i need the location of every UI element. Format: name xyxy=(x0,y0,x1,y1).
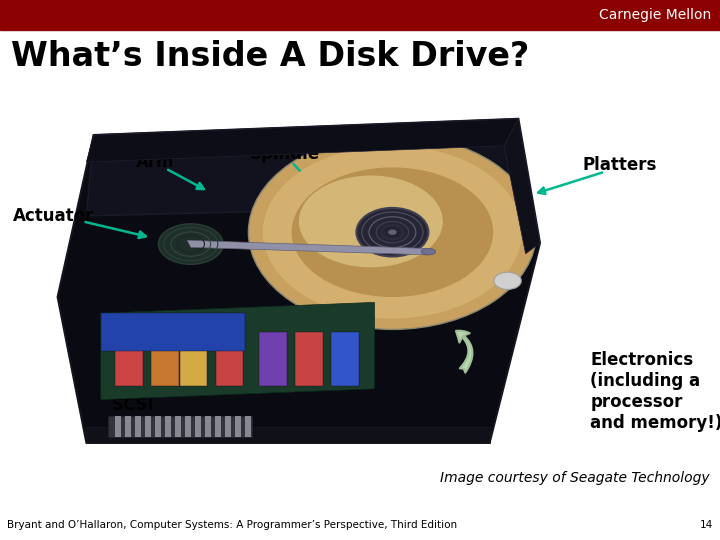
Polygon shape xyxy=(86,119,518,162)
Bar xyxy=(331,332,359,386)
Ellipse shape xyxy=(421,248,436,255)
Ellipse shape xyxy=(388,230,397,235)
Bar xyxy=(125,416,131,437)
Polygon shape xyxy=(86,119,518,216)
Ellipse shape xyxy=(248,135,536,329)
Ellipse shape xyxy=(263,146,522,319)
Bar xyxy=(175,416,181,437)
Ellipse shape xyxy=(292,167,493,297)
Bar xyxy=(245,416,251,437)
Bar xyxy=(155,416,161,437)
Bar xyxy=(115,332,143,386)
Bar xyxy=(145,416,151,437)
Bar xyxy=(0,0,720,30)
Polygon shape xyxy=(187,240,428,255)
Polygon shape xyxy=(86,427,490,443)
Text: Image courtesy of Seagate Technology: Image courtesy of Seagate Technology xyxy=(440,471,709,485)
Text: Platters: Platters xyxy=(582,156,657,174)
Ellipse shape xyxy=(299,176,443,267)
Ellipse shape xyxy=(158,224,223,264)
FancyArrowPatch shape xyxy=(456,330,472,373)
Bar xyxy=(205,416,211,437)
Bar xyxy=(135,416,141,437)
Text: What’s Inside A Disk Drive?: What’s Inside A Disk Drive? xyxy=(11,40,529,73)
Bar xyxy=(180,332,207,386)
Text: Bryant and O’Hallaron, Computer Systems: A Programmer’s Perspective, Third Editi: Bryant and O’Hallaron, Computer Systems:… xyxy=(7,520,457,530)
Bar xyxy=(101,313,245,351)
Polygon shape xyxy=(101,302,374,400)
Text: SCSI
connector: SCSI connector xyxy=(112,396,205,435)
Bar xyxy=(115,416,121,437)
Text: Arm: Arm xyxy=(135,153,174,171)
Polygon shape xyxy=(504,119,540,254)
Text: Actuator: Actuator xyxy=(13,207,95,225)
Bar xyxy=(108,416,252,437)
Bar xyxy=(185,416,191,437)
Bar xyxy=(195,416,201,437)
Bar xyxy=(215,416,220,437)
Ellipse shape xyxy=(356,208,428,256)
Bar xyxy=(259,332,287,386)
Ellipse shape xyxy=(494,272,521,289)
Bar xyxy=(235,416,240,437)
Text: Electronics
(including a
processor
and memory!): Electronics (including a processor and m… xyxy=(590,352,720,431)
Polygon shape xyxy=(58,119,540,443)
Text: Spindle: Spindle xyxy=(249,145,320,163)
Text: Carnegie Mellon: Carnegie Mellon xyxy=(599,8,711,22)
Bar xyxy=(295,332,323,386)
Bar xyxy=(151,332,179,386)
Bar xyxy=(216,332,243,386)
Text: 14: 14 xyxy=(700,520,713,530)
Bar xyxy=(225,416,230,437)
Bar xyxy=(165,416,171,437)
